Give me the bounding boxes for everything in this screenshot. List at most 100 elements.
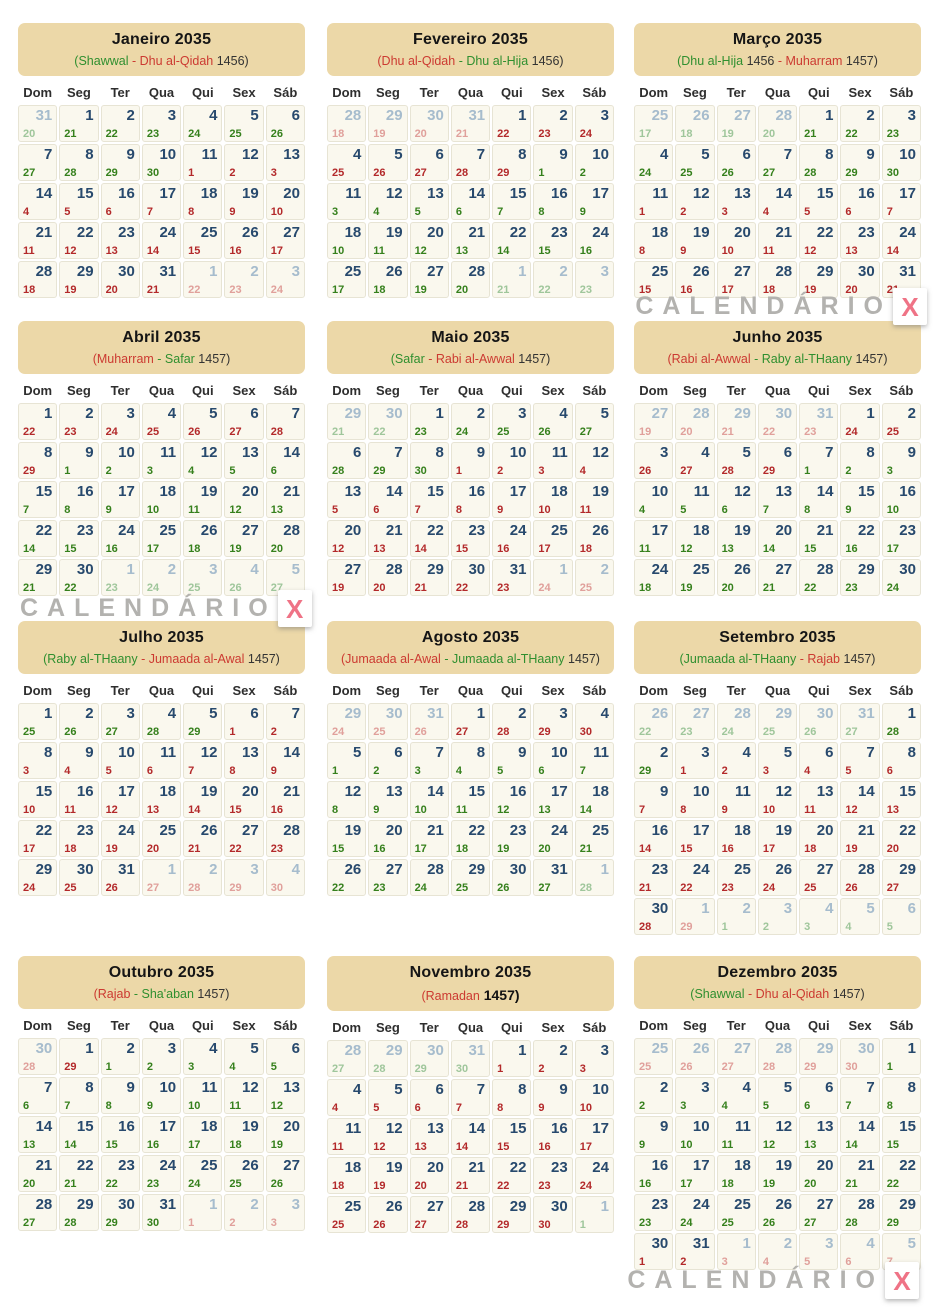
gregorian-day: 16	[858, 185, 875, 202]
day-cell: 20 20	[799, 1155, 839, 1192]
day-cell: 19 19	[368, 1157, 408, 1194]
gregorian-day: 10	[118, 744, 135, 761]
islamic-day: 10	[538, 504, 551, 516]
weekday-label: Sex	[541, 85, 565, 100]
month-subtitle: (Safar - Rabi al-Awwal 1457)	[331, 352, 610, 366]
month-title: Setembro 2035	[719, 629, 836, 646]
gregorian-day: 22	[509, 1159, 527, 1176]
islamic-day: 8	[886, 1100, 893, 1112]
gregorian-day: 30	[858, 1040, 875, 1057]
weekday-label: Sáb	[889, 683, 914, 698]
day-cell: 30 22	[368, 403, 408, 440]
islamic-day: 11	[373, 245, 385, 257]
islamic-day: 24	[886, 582, 899, 594]
gregorian-day: 27	[283, 1157, 300, 1174]
gregorian-day: 4	[701, 444, 710, 461]
month-subtitle-part: - Dhu al-Qidah	[744, 987, 830, 1001]
day-cell: 31 23	[799, 403, 839, 440]
islamic-day: 27	[414, 1219, 427, 1231]
weekday-label: Qui	[500, 683, 523, 698]
islamic-day: 29	[414, 1063, 427, 1075]
gregorian-day: 15	[35, 783, 53, 800]
gregorian-day: 6	[435, 146, 444, 163]
islamic-day: 23	[804, 426, 817, 438]
weekday-label: Dom	[639, 683, 669, 698]
day-cell: 28 18	[757, 261, 798, 298]
gregorian-day: 27	[385, 861, 403, 878]
islamic-day: 20	[538, 843, 551, 855]
islamic-day: 5	[804, 1256, 811, 1268]
gregorian-day: 1	[518, 1042, 527, 1059]
weekday-label: Qui	[191, 683, 214, 698]
islamic-day: 17	[23, 843, 36, 855]
gregorian-day: 14	[427, 783, 444, 800]
weekday-label: Seg	[376, 683, 400, 698]
month-grid: 1 25 2 26 3 27 4 28 5 29 6 1 7 2 8 3 9 4 10 5 11 6 12 7 13 8 14 9 15…	[18, 703, 305, 896]
day-cell: 29 19	[59, 261, 99, 298]
gregorian-day: 9	[126, 146, 135, 163]
islamic-day: 11	[579, 504, 592, 516]
islamic-day: 23	[845, 582, 858, 594]
islamic-day: 22	[497, 128, 510, 140]
gregorian-day: 15	[35, 483, 53, 500]
islamic-day: 15	[886, 1139, 899, 1151]
islamic-day: 25	[804, 882, 817, 894]
day-cell: 30 30	[533, 1196, 573, 1233]
day-cell: 4 26	[224, 559, 264, 596]
gregorian-day: 20	[427, 224, 444, 241]
islamic-day: 25	[455, 882, 469, 894]
islamic-day: 6	[886, 765, 893, 777]
islamic-day: 30	[146, 1217, 160, 1229]
gregorian-day: 13	[816, 783, 834, 800]
gregorian-day: 26	[344, 861, 362, 878]
islamic-day: 24	[680, 1217, 693, 1229]
islamic-day: 21	[804, 128, 817, 140]
day-cell: 18 18	[716, 1155, 756, 1192]
day-cell: 7 29	[368, 442, 408, 479]
day-cell: 30 28	[634, 898, 674, 935]
gregorian-day: 22	[509, 224, 527, 241]
gregorian-day: 28	[775, 263, 793, 280]
islamic-day: 3	[188, 1061, 195, 1073]
gregorian-day: 18	[344, 1159, 362, 1176]
islamic-day: 27	[762, 167, 776, 179]
day-cell: 14 14	[450, 1118, 491, 1155]
gregorian-day: 31	[551, 861, 568, 878]
gregorian-day: 5	[352, 744, 362, 761]
islamic-day: 16	[721, 843, 734, 855]
day-cell: 25 25	[716, 1194, 756, 1231]
day-cell: 15 7	[18, 481, 58, 518]
gregorian-day: 11	[593, 744, 609, 761]
gregorian-day: 4	[866, 1235, 875, 1252]
month-title: Agosto 2035	[421, 629, 520, 646]
gregorian-day: 31	[858, 705, 875, 722]
islamic-day: 2	[579, 167, 586, 179]
day-cell: 14 13	[18, 1116, 58, 1153]
gregorian-day: 18	[592, 783, 609, 800]
day-cell: 26 20	[716, 559, 756, 596]
islamic-day: 21	[845, 1178, 858, 1190]
islamic-day: 29	[373, 465, 386, 477]
weekday-label: Sex	[541, 383, 565, 398]
islamic-day: 21	[762, 582, 776, 594]
gregorian-day: 19	[775, 1157, 793, 1174]
gregorian-day: 18	[734, 1157, 751, 1174]
gregorian-day: 2	[659, 744, 669, 761]
day-cell: 22 22	[492, 1157, 532, 1194]
month-subtitle-part: (Jumaada al-THaany	[679, 652, 797, 666]
gregorian-day: 14	[816, 483, 834, 500]
watermark-wordmark: CALENDÁRIO	[20, 594, 277, 622]
islamic-day: 4	[373, 206, 380, 218]
gregorian-day: 30	[118, 263, 135, 280]
day-cell: 16 12	[492, 781, 532, 818]
gregorian-day: 30	[468, 561, 486, 578]
weekday-label: Seg	[376, 383, 400, 398]
day-cell: 18 16	[716, 820, 756, 857]
day-cell: 26 18	[368, 261, 408, 298]
islamic-day: 20	[414, 1180, 427, 1192]
day-cell: 26 16	[224, 222, 264, 259]
weekday-label: Seg	[67, 383, 91, 398]
gregorian-day: 31	[427, 705, 444, 722]
month-subtitle-part: 1457)	[840, 652, 876, 666]
